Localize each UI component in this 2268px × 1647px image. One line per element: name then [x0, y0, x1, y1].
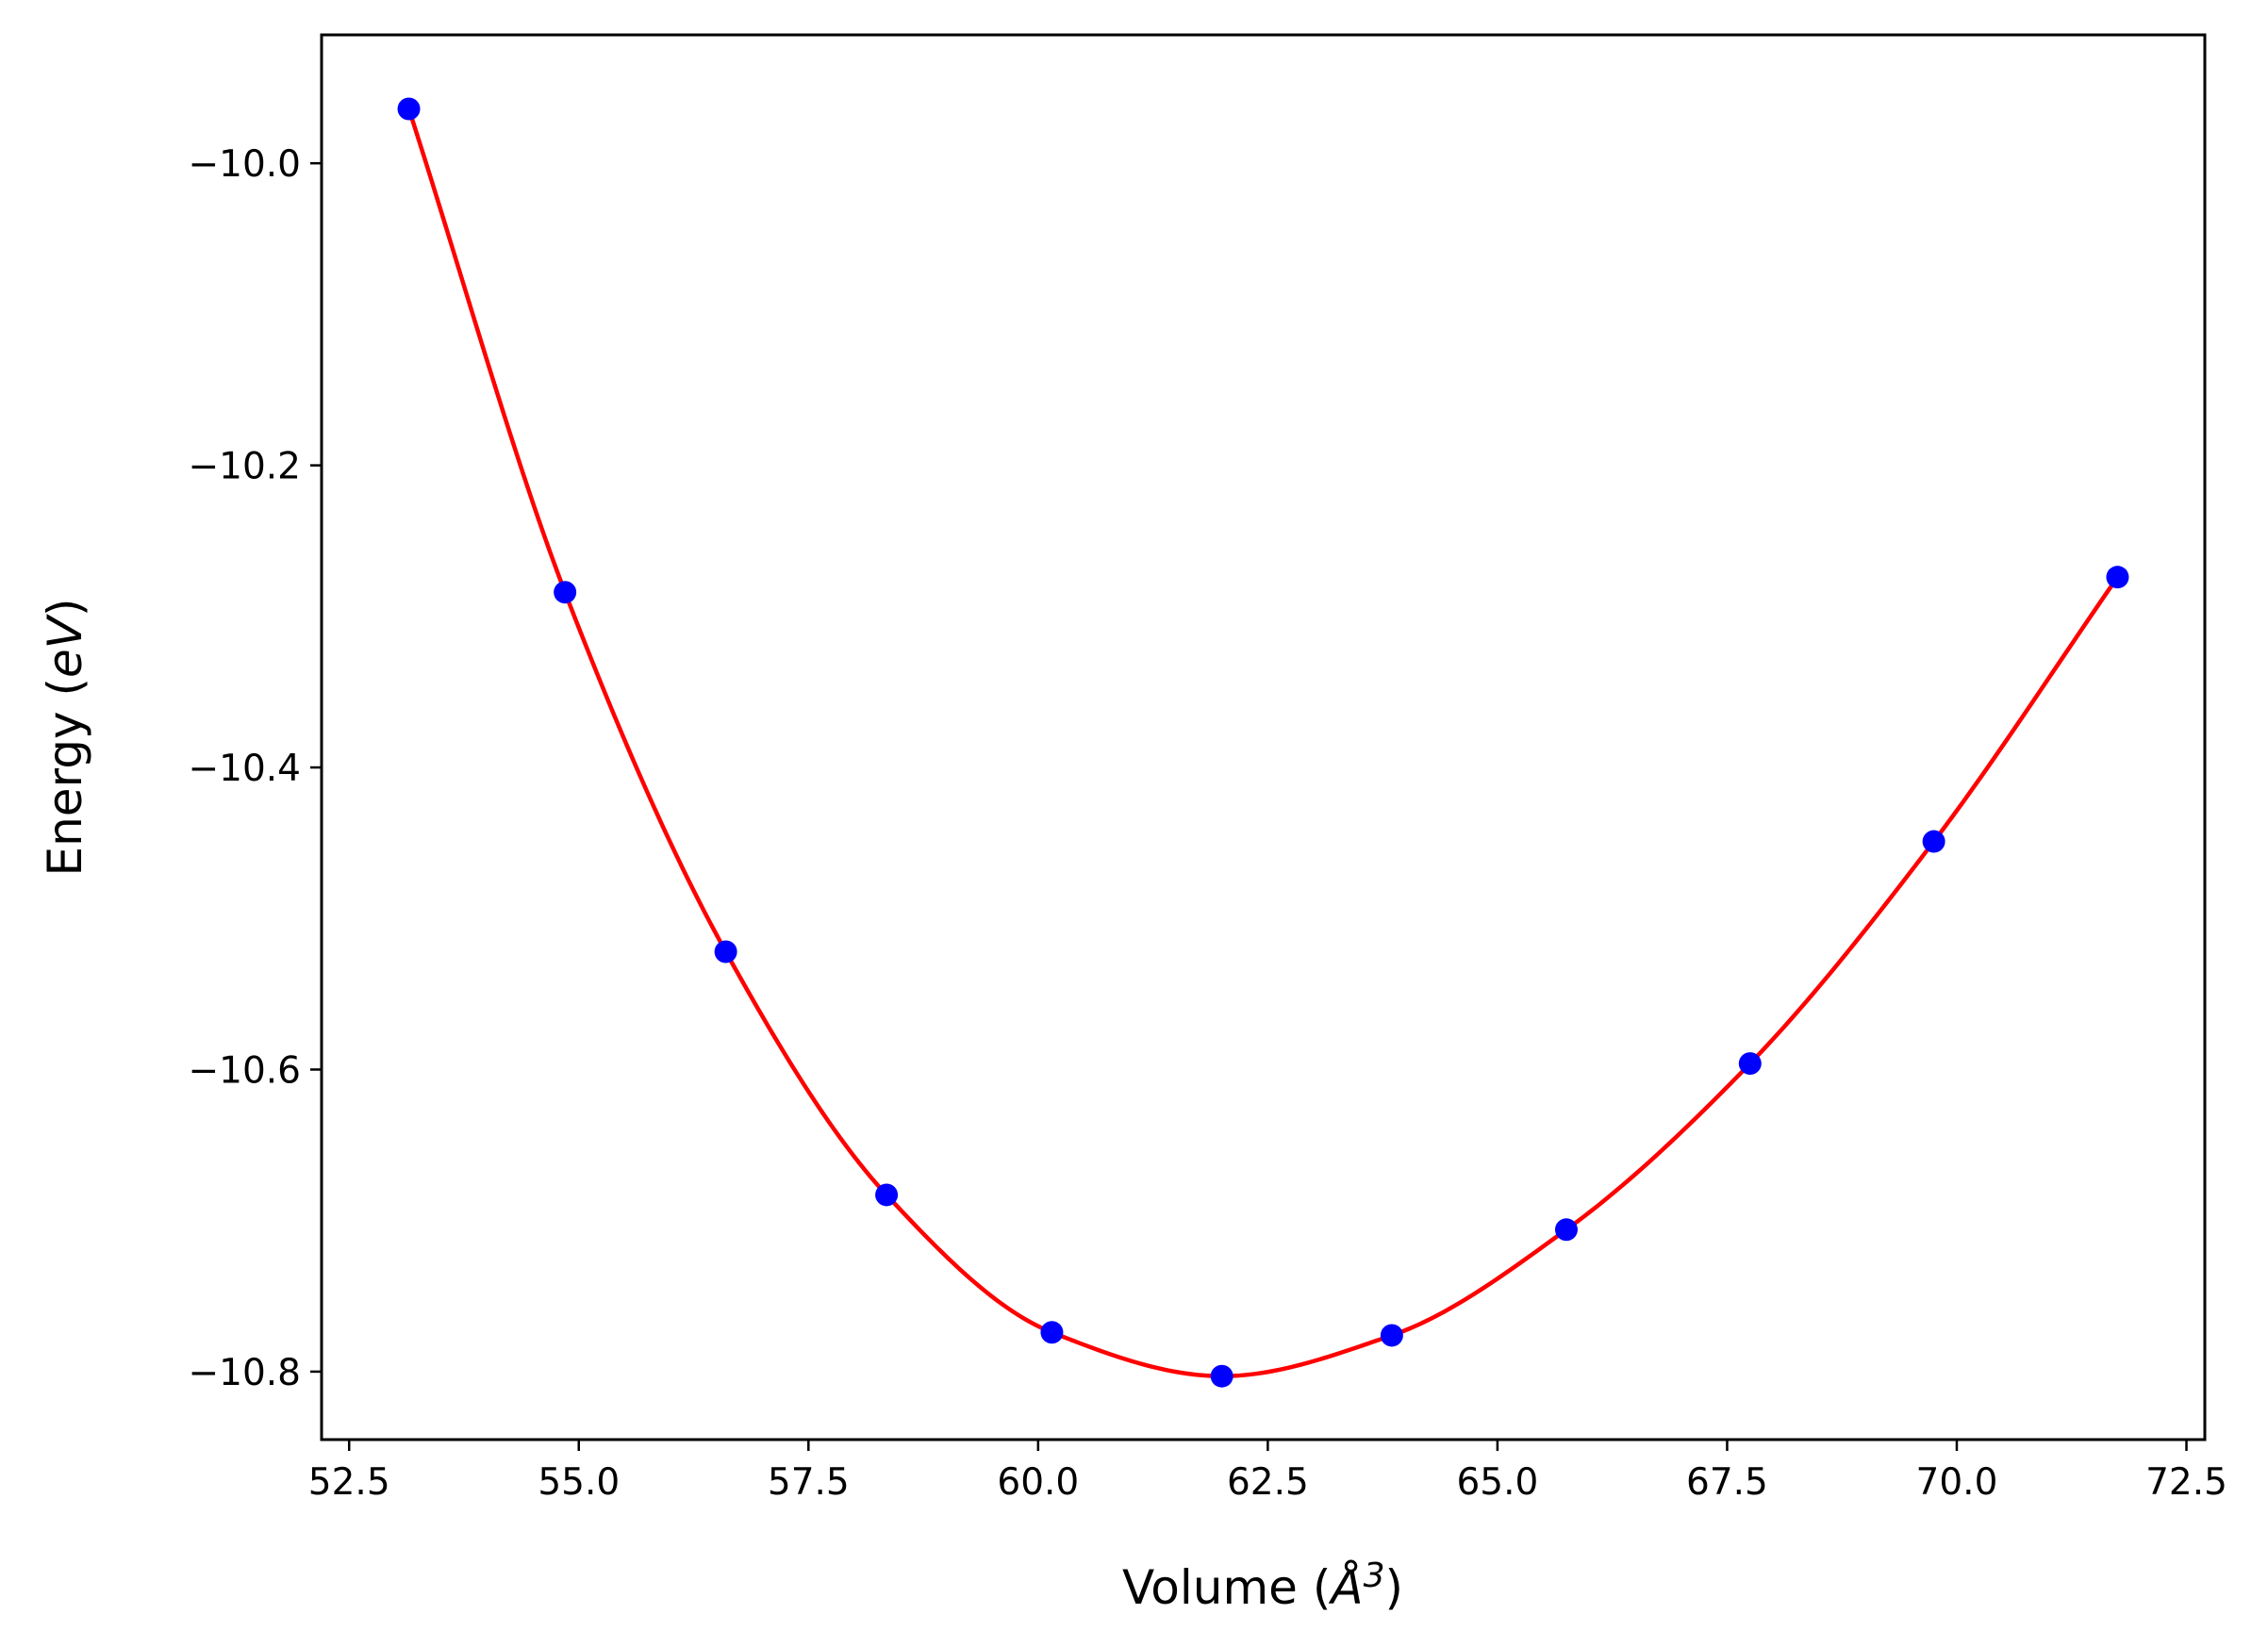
x-axis-label-suffix: ) [1384, 1560, 1403, 1615]
x-tick-label: 55.0 [538, 1461, 620, 1504]
data-points-layer [397, 97, 2129, 1388]
x-axis-label-prefix: Volume ( [1122, 1560, 1331, 1615]
x-axis-label: Volume (Å3) [1122, 1556, 1403, 1615]
data-point [1210, 1364, 1233, 1388]
x-axis-label-exponent: 3 [1364, 1556, 1385, 1595]
x-tick-label: 67.5 [1686, 1461, 1768, 1504]
x-axis-label-symbol: Å [1328, 1560, 1363, 1615]
y-tick-label: −10.6 [188, 1049, 301, 1092]
data-point [2106, 566, 2129, 589]
x-tick-label: 65.0 [1456, 1461, 1538, 1504]
y-tick-label: −10.4 [188, 748, 301, 790]
data-point [1040, 1321, 1064, 1344]
y-tick-label: −10.0 [188, 143, 301, 186]
plot-frame [320, 33, 2207, 1441]
data-point [875, 1183, 899, 1207]
data-point [1738, 1052, 1762, 1076]
data-point [1922, 830, 1945, 853]
y-axis-label-prefix: Energy ( [38, 678, 92, 876]
data-point [714, 940, 737, 963]
y-axis-ticks: −10.0 −10.2 −10.4 −10.6 −10.8 [188, 143, 322, 1394]
x-tick-label: 52.5 [308, 1461, 390, 1504]
y-tick-label: −10.8 [188, 1352, 301, 1394]
x-tick-label: 60.0 [997, 1461, 1079, 1504]
x-tick-label: 72.5 [2145, 1461, 2227, 1504]
y-tick-label: −10.2 [188, 446, 301, 488]
x-tick-label: 57.5 [768, 1461, 850, 1504]
y-axis-label-suffix: ) [38, 599, 92, 618]
data-point [1554, 1218, 1578, 1242]
x-tick-label: 62.5 [1227, 1461, 1309, 1504]
x-tick-label: 70.0 [1916, 1461, 1998, 1504]
y-axis-label-unit: eV [38, 613, 92, 678]
data-point [1380, 1324, 1403, 1347]
x-axis-ticks: 52.5 55.0 57.5 60.0 62.5 65.0 67.5 70.0 72.5 [308, 1440, 2227, 1504]
data-point [397, 97, 421, 121]
y-axis-label: Energy (eV) [38, 599, 92, 877]
data-point [554, 581, 577, 604]
